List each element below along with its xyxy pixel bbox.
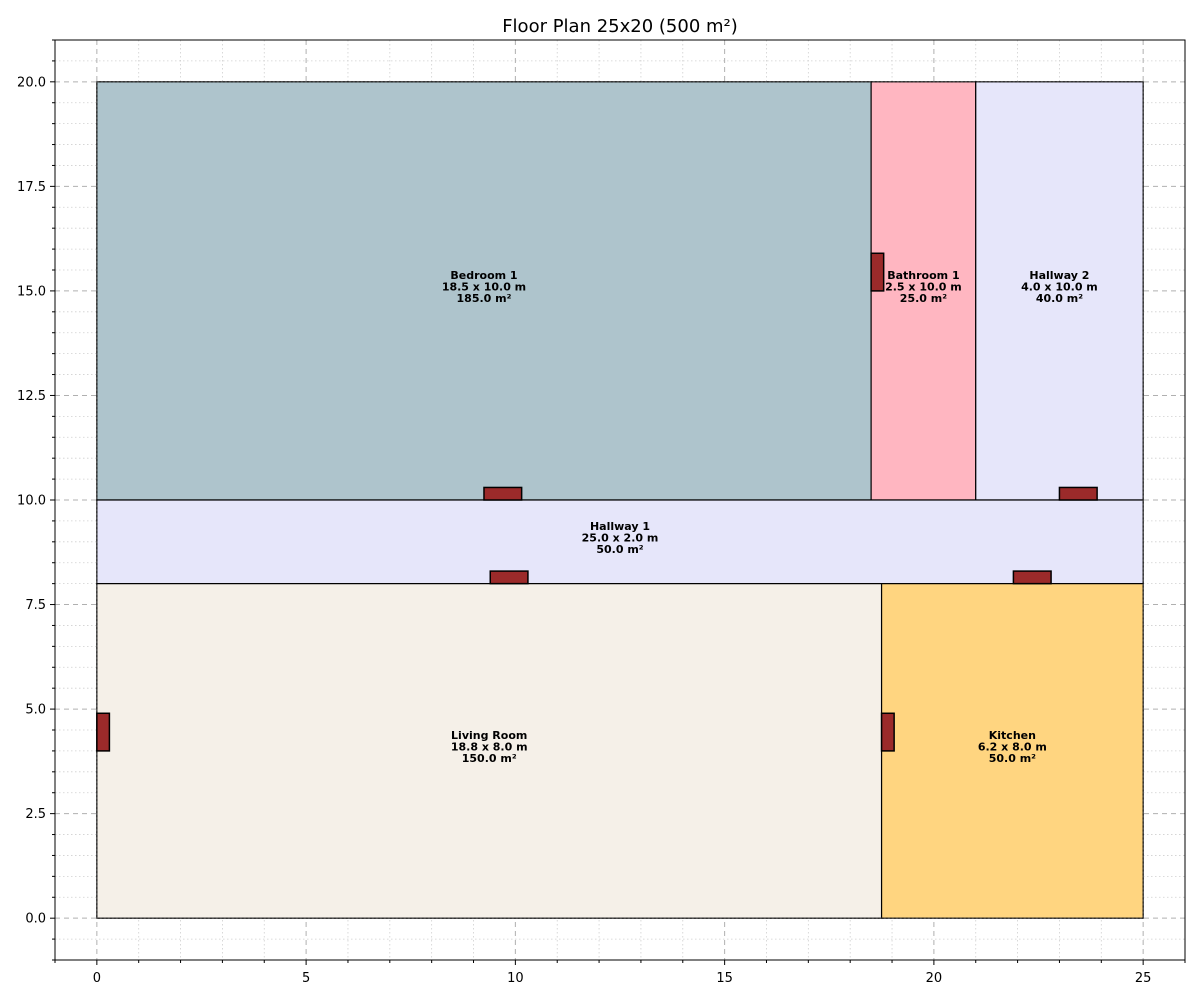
room-hallway-2 <box>975 81 1144 501</box>
y-tick-label: 10.0 <box>17 494 46 509</box>
room-bedroom-1 <box>96 81 872 501</box>
room-living-room <box>96 583 883 919</box>
chart-title: Floor Plan 25x20 (500 m²) <box>502 16 738 37</box>
room-hallway-1 <box>96 499 1144 585</box>
room-label-area: 150.0 m² <box>462 752 517 765</box>
door <box>489 570 529 585</box>
room-label-name: Hallway 2 <box>1029 269 1089 282</box>
room-label-name: Hallway 1 <box>590 520 650 533</box>
y-tick-label: 0.0 <box>25 912 46 927</box>
room-label-area: 50.0 m² <box>596 543 643 556</box>
room-label-dims: 2.5 x 10.0 m <box>885 280 962 293</box>
room-label-dims: 25.0 x 2.0 m <box>582 531 659 544</box>
y-tick-label: 7.5 <box>25 598 46 613</box>
door <box>96 712 111 752</box>
room-label-name: Bedroom 1 <box>450 269 517 282</box>
y-tick-label: 15.0 <box>17 284 46 299</box>
x-tick-label: 10 <box>507 971 524 986</box>
room-label-area: 50.0 m² <box>989 752 1036 765</box>
y-tick-label: 17.5 <box>17 180 46 195</box>
room-label-area: 185.0 m² <box>457 292 512 305</box>
room-kitchen <box>880 583 1144 919</box>
y-tick-label: 2.5 <box>25 807 46 822</box>
x-tick-label: 25 <box>1135 971 1152 986</box>
door <box>1058 486 1098 501</box>
door <box>870 252 885 292</box>
y-tick-label: 5.0 <box>25 703 46 718</box>
room-label-name: Bathroom 1 <box>887 269 959 282</box>
room-bathroom-1 <box>870 81 977 501</box>
x-tick-label: 5 <box>302 971 310 986</box>
doors-layer <box>96 252 1098 752</box>
x-tick-label: 15 <box>716 971 733 986</box>
x-axis: 0 5 10 15 20 25 <box>54 960 1186 986</box>
y-tick-label: 12.5 <box>17 389 46 404</box>
door <box>1012 570 1052 585</box>
room-label-dims: 18.8 x 8.0 m <box>451 740 528 753</box>
room-label-name: Living Room <box>451 729 527 742</box>
x-tick-label: 0 <box>93 971 101 986</box>
rooms-layer <box>96 81 1144 919</box>
house-outline-layer <box>96 81 1144 919</box>
room-label-area: 25.0 m² <box>900 292 947 305</box>
door <box>880 712 895 752</box>
room-label-dims: 4.0 x 10.0 m <box>1021 280 1098 293</box>
room-label-area: 40.0 m² <box>1036 292 1083 305</box>
room-label-dims: 6.2 x 8.0 m <box>978 740 1047 753</box>
house-outline <box>96 81 1144 919</box>
x-tick-label: 20 <box>926 971 943 986</box>
y-tick-label: 20.0 <box>17 75 46 90</box>
door <box>483 486 523 501</box>
room-label-name: Kitchen <box>989 729 1036 742</box>
y-axis: 0.0 2.5 5.0 7.5 10.0 12.5 15.0 17.5 20.0 <box>17 39 55 961</box>
room-label-dims: 18.5 x 10.0 m <box>442 280 526 293</box>
